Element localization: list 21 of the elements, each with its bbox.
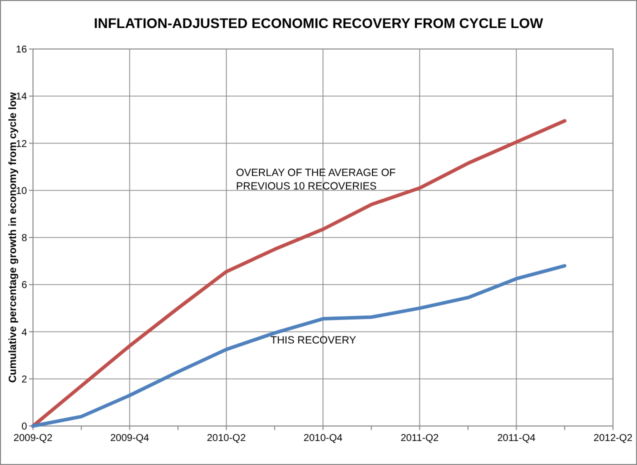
- x-tick-label: 2011-Q2: [400, 433, 440, 444]
- series-label: OVERLAY OF THE AVERAGE OF PREVIOUS 10 RECOVERIES: [236, 167, 396, 192]
- y-tick-label: 2: [21, 374, 28, 386]
- x-tick-label: 2009-Q2: [14, 433, 53, 444]
- y-tick-label: 10: [16, 186, 28, 197]
- y-tick-label: 14: [16, 92, 28, 103]
- series-label: THIS RECOVERY: [270, 334, 356, 347]
- y-tick-label: 4: [21, 327, 28, 338]
- x-tick-label: 2010-Q4: [304, 433, 343, 444]
- line-series: [31, 119, 566, 428]
- x-tick-label: 2012-Q2: [594, 433, 633, 444]
- y-tick-label: 0: [21, 422, 28, 432]
- x-tick-label: 2009-Q4: [110, 433, 150, 444]
- y-tick-label: 16: [16, 44, 28, 56]
- chart-title: INFLATION-ADJUSTED ECONOMIC RECOVERY FROM CYCLE LOW: [94, 15, 544, 31]
- x-tick-label: 2011-Q4: [497, 433, 536, 444]
- y-tick-label: 12: [16, 138, 28, 150]
- x-tick-label: 2010-Q2: [206, 433, 246, 444]
- y-tick-label: 6: [21, 280, 28, 292]
- line-series: [31, 264, 566, 428]
- y-tick-label: 8: [21, 233, 28, 244]
